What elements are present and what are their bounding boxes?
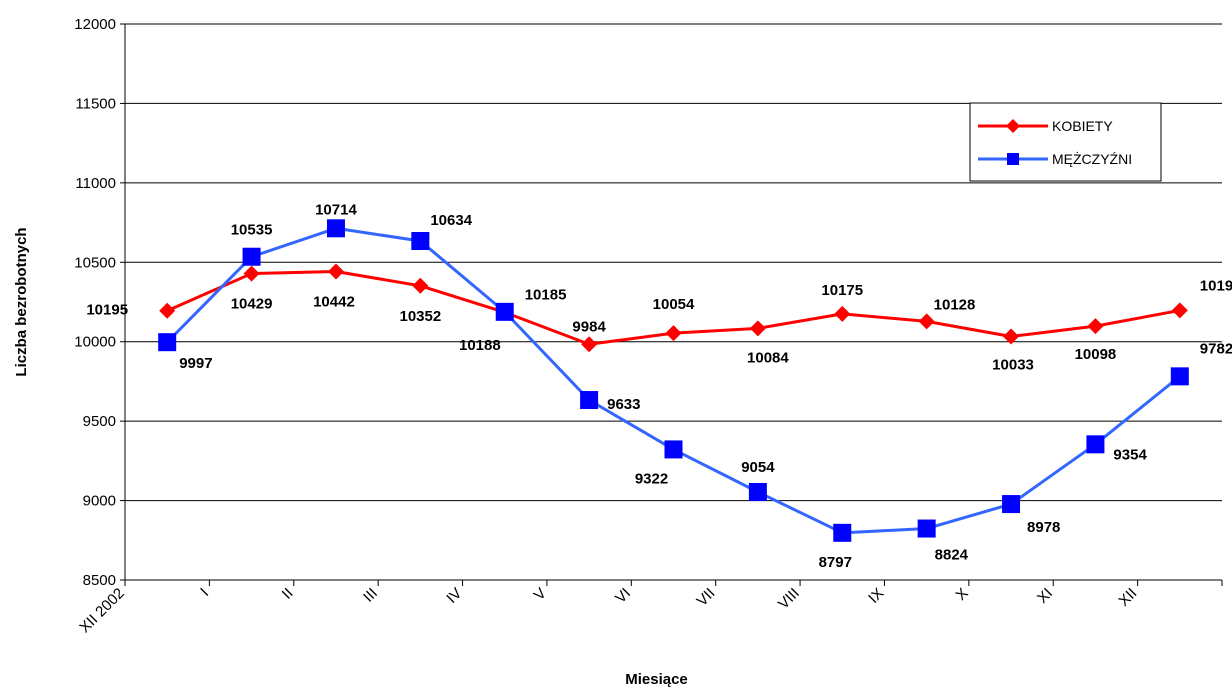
data-label-mezczyzni: 10188 [459, 337, 501, 354]
data-point-mezczyzni [411, 231, 430, 250]
x-tick-label: IV [443, 585, 465, 607]
y-tick-label: 12000 [74, 16, 116, 33]
data-label-kobiety: 10084 [747, 349, 789, 366]
data-point-kobiety [1087, 318, 1104, 335]
data-label-mezczyzni: 9997 [179, 355, 212, 372]
data-point-kobiety [1003, 328, 1020, 345]
data-label-mezczyzni: 10634 [430, 212, 472, 229]
x-tick-label: XI [1034, 585, 1056, 607]
x-tick-label: VII [694, 585, 719, 610]
data-point-mezczyzni [664, 440, 683, 459]
y-tick-label: 10000 [74, 334, 116, 351]
data-label-mezczyzni: 10714 [315, 201, 357, 218]
x-tick-labels: XII 2002 I II III IV V VI VII VIII IX X XI XII [76, 585, 1140, 637]
data-point-mezczyzni [917, 519, 936, 538]
x-tick-label: II [279, 585, 297, 603]
legend-marker-mezczyzni [1007, 153, 1019, 165]
axes [124, 24, 1223, 586]
data-label-kobiety: 10098 [1075, 346, 1117, 363]
data-point-kobiety [581, 336, 598, 353]
data-point-mezczyzni [1170, 367, 1189, 386]
data-point-kobiety [327, 263, 344, 280]
legend-marker-kobiety [1006, 119, 1020, 133]
x-tick-label: X [953, 585, 972, 604]
legend-entry-kobiety: KOBIETY [978, 118, 1113, 134]
data-point-kobiety [1171, 302, 1188, 319]
y-tick-label: 10500 [74, 254, 116, 271]
data-label-mezczyzni: 9354 [1113, 446, 1147, 463]
data-label-kobiety: 10197 [1200, 277, 1232, 294]
data-label-kobiety: 10128 [934, 296, 976, 313]
legend-entry-mezczyzni: MĘŻCZYŹNI [978, 150, 1132, 167]
legend-box [969, 102, 1162, 182]
data-point-kobiety [665, 325, 682, 342]
data-point-mezczyzni [242, 247, 261, 266]
data-point-mezczyzni [748, 482, 767, 501]
y-tick-label: 9000 [83, 493, 116, 510]
data-label-kobiety: 10033 [992, 356, 1034, 373]
data-point-mezczyzni [495, 302, 514, 321]
data-label-kobiety: 10352 [399, 308, 441, 325]
data-point-mezczyzni [580, 391, 599, 410]
data-label-mezczyzni: 8978 [1027, 519, 1060, 536]
x-tick-label: XII [1115, 585, 1140, 610]
y-tick-label: 11000 [75, 175, 116, 192]
data-labels: 10195 10429 10442 10352 10185 9984 10054 10084 1… [86, 201, 1232, 571]
x-tick-label: VIII [775, 585, 803, 613]
data-point-kobiety [834, 305, 851, 322]
x-tick-label: III [360, 585, 381, 606]
data-point-mezczyzni [158, 333, 177, 352]
y-tick-label: 8500 [83, 572, 116, 589]
legend-label-kobiety: KOBIETY [1052, 118, 1113, 134]
data-point-kobiety [749, 320, 766, 337]
x-tick-label: IX [865, 585, 887, 607]
series-line-mezczyzni [166, 226, 1181, 535]
data-label-kobiety: 10175 [821, 282, 863, 299]
data-label-mezczyzni: 9782 [1200, 340, 1232, 357]
series [158, 219, 1189, 542]
data-point-kobiety [412, 277, 429, 294]
data-point-kobiety [159, 302, 176, 319]
data-label-kobiety: 10429 [231, 296, 273, 313]
data-point-mezczyzni [1002, 495, 1021, 514]
x-tick-label: V [531, 585, 550, 604]
data-point-kobiety [918, 313, 935, 330]
y-tick-label: 9500 [83, 413, 116, 430]
data-label-mezczyzni: 9322 [635, 470, 668, 487]
x-tick-label: VI [612, 585, 634, 607]
data-point-mezczyzni [833, 523, 852, 542]
x-tick-label: XII 2002 [76, 585, 128, 637]
data-label-mezczyzni: 9633 [607, 396, 640, 413]
y-tick-label: 11500 [75, 95, 116, 112]
y-axis-title: Liczba bezrobotnych [13, 227, 30, 376]
x-axis-title: Miesiące [625, 671, 688, 688]
data-label-mezczyzni: 8797 [819, 554, 852, 571]
data-label-kobiety: 10054 [653, 296, 695, 313]
data-label-mezczyzni: 10535 [231, 222, 273, 239]
data-label-kobiety: 10185 [525, 286, 567, 303]
data-label-mezczyzni: 8824 [935, 547, 969, 564]
data-label-kobiety: 9984 [572, 318, 606, 335]
legend: KOBIETY MĘŻCZYŹNI [969, 102, 1162, 182]
x-tick-label: I [197, 585, 212, 600]
data-point-kobiety [243, 265, 260, 282]
legend-label-mezczyzni: MĘŻCZYŹNI [1052, 150, 1132, 167]
data-label-kobiety: 10195 [86, 302, 128, 319]
data-point-mezczyzni [326, 219, 345, 238]
data-label-mezczyzni: 9054 [741, 459, 775, 476]
data-label-kobiety: 10442 [313, 293, 355, 310]
y-tick-labels: 8500 9000 9500 10000 10500 11000 11500 12000 [74, 16, 116, 589]
data-point-mezczyzni [1086, 435, 1105, 454]
